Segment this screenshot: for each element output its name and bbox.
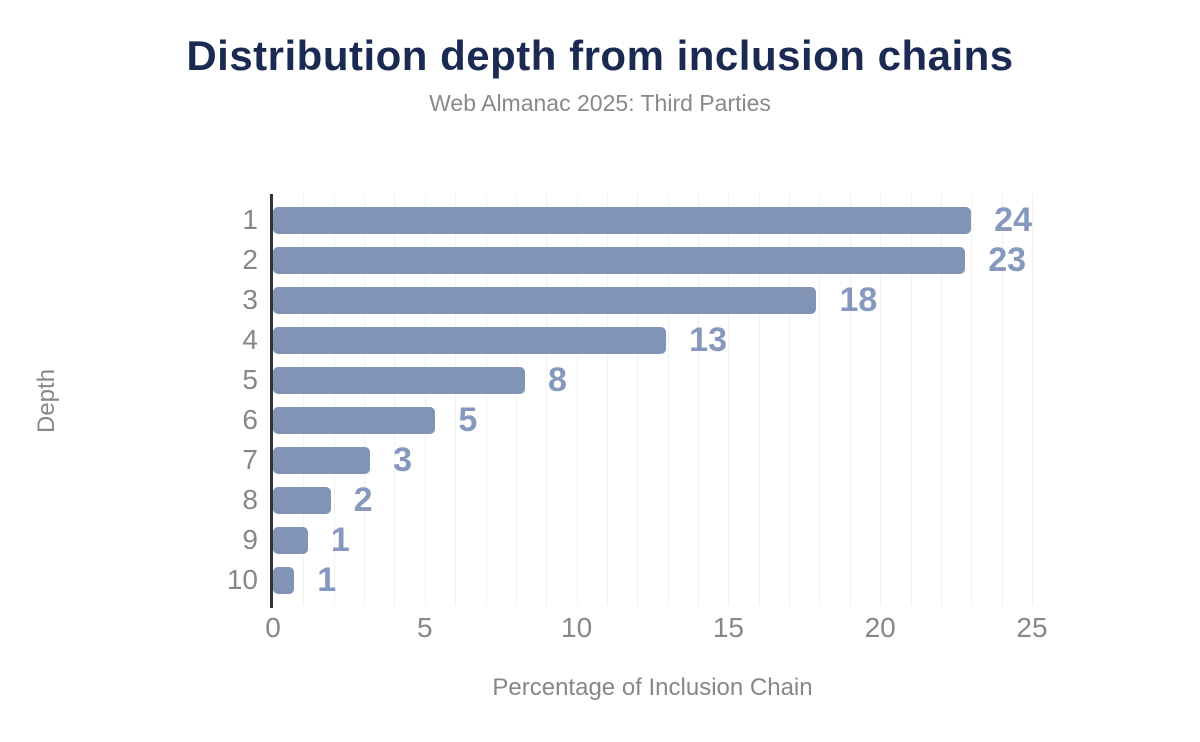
bar-value-label: 1 (317, 560, 337, 599)
gridline (971, 194, 973, 605)
plot-area: 1 24 2 23 3 18 4 13 5 8 6 5 7 3 8 2 9 1 10 1 (227, 194, 1033, 608)
x-tick-label: 10 (561, 612, 593, 643)
bar-row: 10 1 (227, 560, 1032, 600)
gridline (546, 194, 548, 605)
category-label: 3 (242, 284, 258, 315)
bar-value-label: 1 (330, 520, 350, 559)
category-label: 5 (242, 364, 258, 395)
category-label: 8 (242, 484, 258, 515)
x-axis-ticks: 0 5 10 15 20 25 (265, 612, 1047, 646)
category-label: 7 (242, 444, 258, 475)
bar (273, 366, 525, 394)
gridline (303, 194, 305, 605)
gridline (1032, 194, 1033, 605)
gridline (455, 194, 457, 605)
bar (273, 486, 331, 514)
bar-value-label: 5 (458, 400, 478, 439)
category-label: 6 (242, 404, 258, 435)
bar-row: 2 23 (242, 240, 1032, 280)
category-label: 2 (242, 244, 258, 275)
gridline (789, 194, 791, 605)
gridline (728, 194, 730, 605)
gridline (394, 194, 396, 605)
gridline (940, 194, 942, 605)
bar (273, 566, 295, 594)
x-tick-label: 25 (1016, 612, 1048, 643)
x-tick-label: 0 (265, 612, 281, 643)
bar (273, 246, 966, 274)
bar-row: 1 24 (242, 200, 1032, 240)
category-label: 9 (242, 524, 258, 555)
category-label: 4 (242, 324, 258, 355)
gridline (606, 194, 608, 605)
gridline (485, 194, 487, 605)
gridline (515, 194, 517, 605)
bar (273, 446, 371, 474)
chart-title: Distribution depth from inclusion chains (186, 32, 1014, 79)
gridline (880, 194, 882, 605)
bar (273, 206, 972, 234)
bar-row: 3 18 (242, 280, 1032, 320)
x-tick-label: 20 (864, 612, 896, 643)
bar-value-label: 13 (689, 320, 727, 359)
y-axis-line (270, 194, 273, 608)
gridline (1001, 194, 1003, 605)
gridline (667, 194, 669, 605)
bar-value-label: 3 (393, 440, 413, 479)
bar-value-label: 24 (994, 200, 1032, 239)
gridline (758, 194, 760, 605)
bar-value-label: 2 (353, 480, 373, 519)
gridline (424, 194, 426, 605)
bar (273, 406, 436, 434)
category-label: 1 (242, 204, 258, 235)
x-tick-label: 15 (712, 612, 744, 643)
bar-value-label: 18 (839, 280, 878, 319)
bar-value-label: 8 (547, 360, 567, 399)
gridline (819, 194, 821, 605)
bar (273, 286, 817, 314)
category-label: 10 (226, 564, 258, 595)
gridline (364, 194, 366, 605)
gridline (333, 194, 335, 605)
x-axis-title: Percentage of Inclusion Chain (492, 674, 813, 701)
bar (273, 326, 667, 354)
bar-row: 4 13 (242, 320, 1032, 360)
chart-subtitle: Web Almanac 2025: Third Parties (429, 90, 771, 116)
gridline (576, 194, 578, 605)
bar-rows: 1 24 2 23 3 18 4 13 5 8 6 5 7 3 8 2 9 1 10 1 (227, 200, 1032, 600)
x-tick-label: 5 (417, 612, 433, 643)
bar (273, 526, 308, 554)
gridline (698, 194, 700, 605)
bar-value-label: 23 (988, 240, 1027, 279)
gridline (910, 194, 912, 605)
gridline (637, 194, 639, 605)
y-axis-title: Depth (33, 368, 60, 434)
gridline (849, 194, 851, 605)
